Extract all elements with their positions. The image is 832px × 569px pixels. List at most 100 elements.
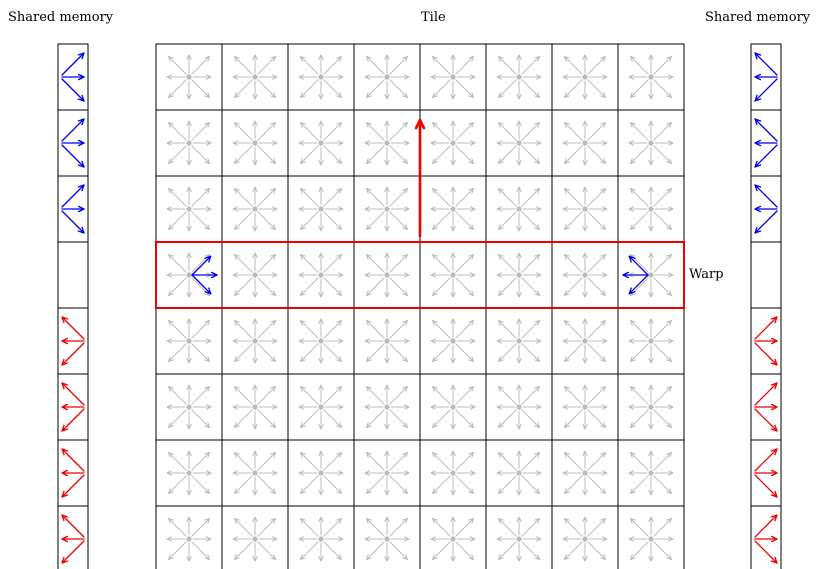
left-fan-arrow-icon <box>754 52 778 102</box>
eight-way-arrow-icon <box>298 120 344 166</box>
warp-end-left-fan-icon <box>622 255 649 295</box>
tile-cell <box>551 43 619 111</box>
tile-cell <box>617 175 685 243</box>
eight-way-arrow-icon <box>430 186 476 232</box>
eight-way-arrow-icon <box>232 54 278 100</box>
tile-cell <box>419 307 487 375</box>
right-fan-arrow-icon <box>754 448 778 498</box>
eight-way-arrow-icon <box>496 252 542 298</box>
up-arrow-icon <box>414 118 426 238</box>
eight-way-arrow-icon <box>562 120 608 166</box>
shared-memory-cell <box>57 109 89 177</box>
right-fan-arrow-icon <box>61 52 85 102</box>
eight-way-arrow-icon <box>298 450 344 496</box>
tile-cell <box>551 175 619 243</box>
eight-way-arrow-icon <box>298 516 344 562</box>
tile-cell <box>155 439 223 507</box>
eight-way-arrow-icon <box>562 54 608 100</box>
eight-way-arrow-icon <box>232 318 278 364</box>
eight-way-arrow-icon <box>430 318 476 364</box>
eight-way-arrow-icon <box>496 516 542 562</box>
tile-cell <box>551 307 619 375</box>
tile-cell <box>221 43 289 111</box>
shared-memory-cell <box>750 175 782 243</box>
eight-way-arrow-icon <box>232 252 278 298</box>
tile-cell <box>419 43 487 111</box>
left-fan-arrow-icon <box>754 118 778 168</box>
eight-way-arrow-icon <box>628 516 674 562</box>
eight-way-arrow-icon <box>298 54 344 100</box>
tile-cell <box>617 109 685 177</box>
tile-cell <box>353 439 421 507</box>
eight-way-arrow-icon <box>430 384 476 430</box>
tile-cell <box>155 109 223 177</box>
eight-way-arrow-icon <box>562 252 608 298</box>
right-fan-arrow-icon <box>754 514 778 564</box>
shared-memory-cell <box>750 439 782 507</box>
eight-way-arrow-icon <box>166 384 212 430</box>
shared-memory-cell <box>750 43 782 111</box>
eight-way-arrow-icon <box>430 516 476 562</box>
eight-way-arrow-icon <box>364 384 410 430</box>
tile-cell <box>617 43 685 111</box>
tile-cell <box>485 43 553 111</box>
right-fan-arrow-icon <box>754 382 778 432</box>
tile-cell <box>287 43 355 111</box>
eight-way-arrow-icon <box>562 186 608 232</box>
eight-way-arrow-icon <box>232 384 278 430</box>
eight-way-arrow-icon <box>628 120 674 166</box>
eight-way-arrow-icon <box>364 318 410 364</box>
left-shared-memory-title: Shared memory <box>8 10 114 25</box>
eight-way-arrow-icon <box>166 120 212 166</box>
tile-cell <box>353 43 421 111</box>
tile-cell <box>551 109 619 177</box>
tile-cell <box>155 43 223 111</box>
eight-way-arrow-icon <box>562 318 608 364</box>
eight-way-arrow-icon <box>298 384 344 430</box>
eight-way-arrow-icon <box>430 450 476 496</box>
eight-way-arrow-icon <box>298 252 344 298</box>
tile-cell <box>617 505 685 569</box>
eight-way-arrow-icon <box>562 384 608 430</box>
shared-memory-cell <box>750 241 782 309</box>
eight-way-arrow-icon <box>364 450 410 496</box>
eight-way-arrow-icon <box>430 252 476 298</box>
eight-way-arrow-icon <box>430 54 476 100</box>
eight-way-arrow-icon <box>628 54 674 100</box>
tile-cell <box>221 439 289 507</box>
eight-way-arrow-icon <box>364 186 410 232</box>
tile-cell <box>419 373 487 441</box>
tile-cell <box>617 439 685 507</box>
tile-cell <box>221 307 289 375</box>
eight-way-arrow-icon <box>496 186 542 232</box>
tile-cell <box>155 373 223 441</box>
eight-way-arrow-icon <box>628 186 674 232</box>
eight-way-arrow-icon <box>232 516 278 562</box>
left-fan-arrow-icon <box>61 316 85 366</box>
warp-label: Warp <box>689 267 724 282</box>
shared-memory-cell <box>57 505 89 569</box>
tile-cell <box>221 241 289 309</box>
tile-cell <box>419 505 487 569</box>
eight-way-arrow-icon <box>166 450 212 496</box>
left-fan-arrow-icon <box>754 184 778 234</box>
tile-cell <box>485 505 553 569</box>
tile-cell <box>617 373 685 441</box>
tile-cell <box>353 505 421 569</box>
left-fan-arrow-icon <box>61 382 85 432</box>
tile-cell <box>287 109 355 177</box>
eight-way-arrow-icon <box>628 450 674 496</box>
tile-cell <box>485 241 553 309</box>
shared-memory-cell <box>57 43 89 111</box>
tile-cell <box>419 109 487 177</box>
eight-way-arrow-icon <box>166 54 212 100</box>
eight-way-arrow-icon <box>232 450 278 496</box>
tile-cell <box>287 175 355 243</box>
left-fan-arrow-icon <box>61 448 85 498</box>
tile-cell <box>419 175 487 243</box>
shared-memory-cell <box>57 439 89 507</box>
tile-cell <box>551 439 619 507</box>
eight-way-arrow-icon <box>430 120 476 166</box>
tile-cell <box>287 307 355 375</box>
